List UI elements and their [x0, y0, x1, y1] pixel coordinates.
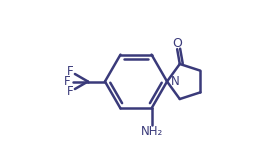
Text: F: F: [67, 65, 73, 78]
Text: F: F: [64, 75, 71, 88]
Text: NH₂: NH₂: [140, 125, 163, 138]
Text: O: O: [172, 37, 182, 50]
Text: N: N: [171, 75, 180, 88]
Text: F: F: [67, 85, 73, 98]
